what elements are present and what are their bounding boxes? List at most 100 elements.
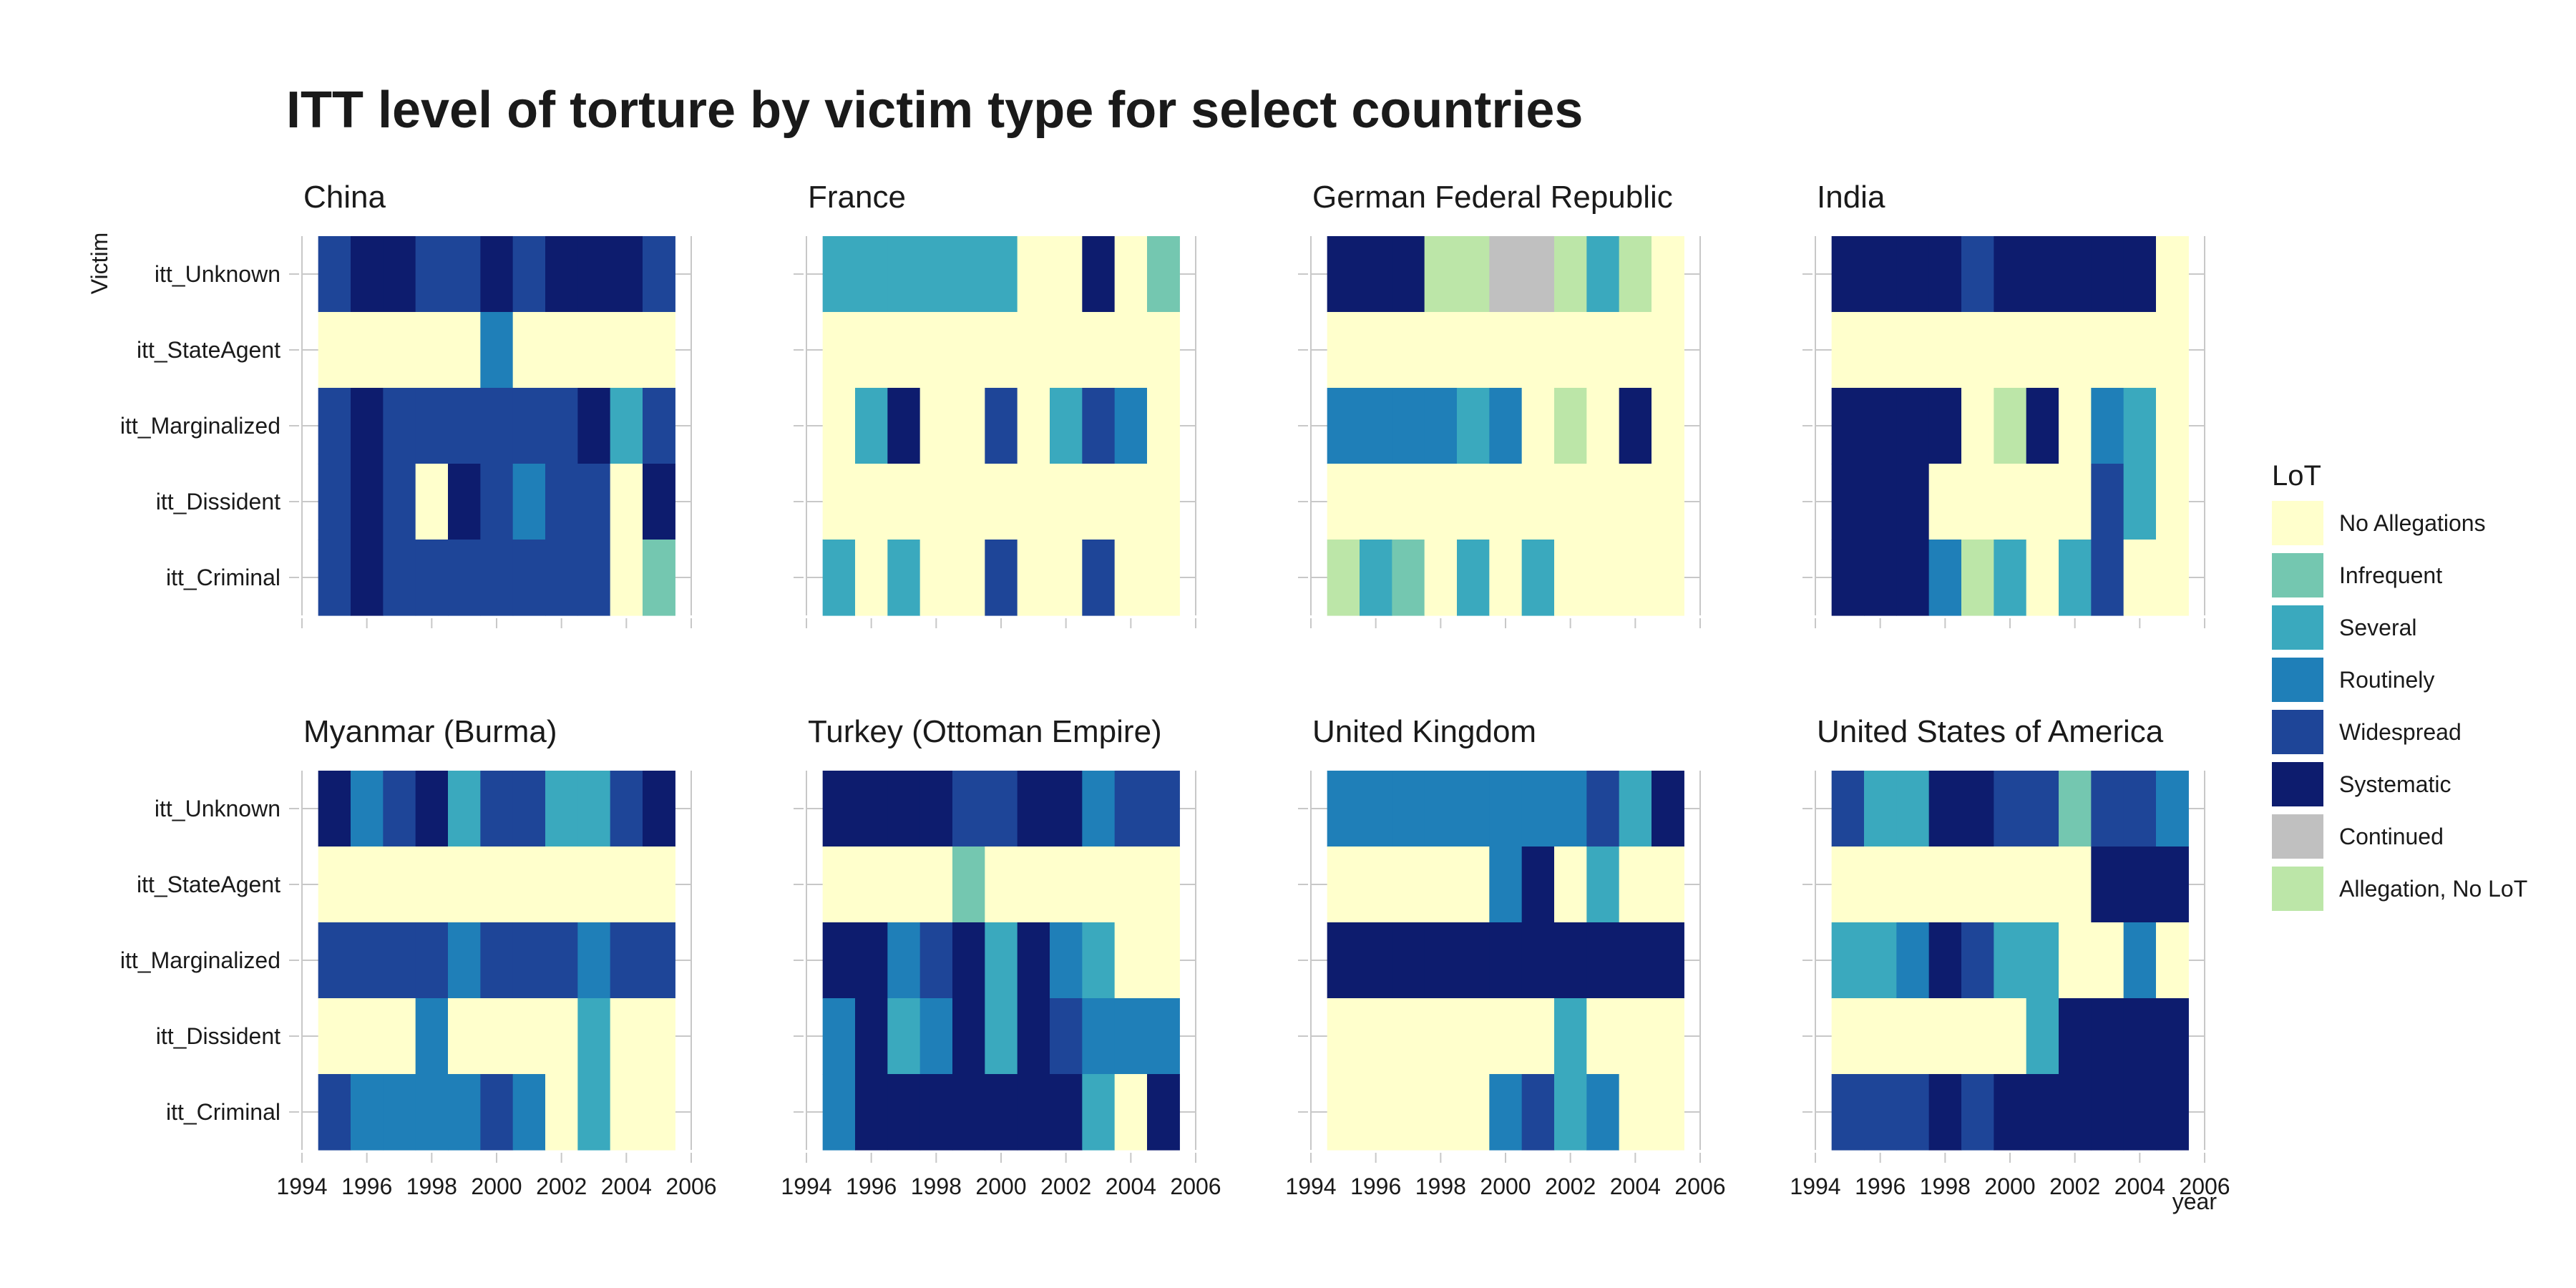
x-tick-label: 2006: [1674, 1174, 1725, 1199]
heatmap-cell: [1082, 1074, 1116, 1151]
heatmap-cell: [577, 771, 611, 847]
heatmap-cell: [1586, 540, 1620, 616]
heatmap-cell: [1864, 998, 1897, 1075]
heatmap-cell: [985, 847, 1018, 923]
heatmap-cell: [448, 998, 481, 1075]
heatmap-cell: [2026, 1074, 2059, 1151]
heatmap-cell: [383, 540, 416, 616]
x-tick-label: 1998: [1415, 1174, 1466, 1199]
heatmap-cell: [1147, 998, 1180, 1075]
heatmap-cell: [952, 312, 985, 389]
heatmap-cell: [480, 312, 514, 389]
heatmap-cell: [2091, 236, 2124, 313]
heatmap-cell: [1392, 236, 1425, 313]
heatmap-cell: [1489, 847, 1523, 923]
row-tick-label: itt_StateAgent: [137, 337, 280, 363]
x-tick-label: 2004: [1106, 1174, 1156, 1199]
heatmap-cell: [2156, 771, 2189, 847]
heatmap-cell: [1994, 312, 2027, 389]
heatmap-cell: [643, 847, 675, 923]
heatmap-cell: [415, 388, 449, 464]
heatmap-cell: [1994, 1074, 2027, 1151]
heatmap-cell: [1050, 1074, 1083, 1151]
heatmap-cell: [1082, 464, 1116, 540]
legend-key-systematic: [2272, 762, 2323, 806]
legend-label: Widespread: [2339, 719, 2462, 745]
heatmap-cell: [822, 847, 856, 923]
legend-label: Several: [2339, 615, 2417, 640]
heatmap-cell: [512, 236, 546, 313]
heatmap-cell: [1586, 388, 1620, 464]
panels: China itt_Unknown itt_StateAgent itt_Margin…: [120, 180, 2230, 1199]
panel-united-kingdom: United Kingdom 1994 1996 1998 2000 2002 2004 20…: [1285, 714, 1725, 1199]
heatmap-cell: [1050, 236, 1083, 313]
heatmap-cell: [985, 771, 1018, 847]
heatmap-cell: [1652, 312, 1684, 389]
heatmap-cell: [887, 312, 921, 389]
heatmap-cell: [1864, 1074, 1897, 1151]
heatmap-cell: [919, 236, 953, 313]
heatmap-cell: [643, 388, 675, 464]
row-tick-label: itt_Criminal: [166, 1099, 280, 1125]
heatmap-cell: [1619, 388, 1652, 464]
heatmap-cell: [1619, 847, 1652, 923]
heatmap-cell: [610, 922, 643, 999]
heatmap-cell: [985, 464, 1018, 540]
heatmap-cell: [610, 388, 643, 464]
heatmap-cell: [1457, 540, 1490, 616]
heatmap-cell: [480, 236, 514, 313]
heatmap-cell: [1392, 388, 1425, 464]
heatmap-cell: [1652, 771, 1684, 847]
heatmap-cell: [1114, 771, 1148, 847]
heatmap-cell: [1961, 312, 1994, 389]
heatmap-cell: [448, 771, 481, 847]
heatmap-cell: [480, 998, 514, 1075]
row-tick-label: itt_Dissident: [156, 1023, 280, 1049]
heatmap-cell: [1961, 540, 1994, 616]
heatmap-cell: [610, 998, 643, 1075]
heatmap-cell: [1994, 388, 2027, 464]
heatmap-cell: [1928, 922, 1962, 999]
heatmap-cell: [318, 847, 351, 923]
heatmap-cell: [1652, 847, 1684, 923]
heatmap-cell: [1114, 1074, 1148, 1151]
heatmap-cell: [887, 922, 921, 999]
heatmap-cell: [545, 464, 578, 540]
heatmap-cell: [822, 998, 856, 1075]
heatmap-cell: [1928, 998, 1962, 1075]
heatmap-cell: [1994, 236, 2027, 313]
heatmap-cell: [1327, 771, 1360, 847]
heatmap-cell: [2123, 998, 2157, 1075]
heatmap-cell: [2059, 1074, 2092, 1151]
heatmap-cell: [1586, 998, 1620, 1075]
heatmap-cell: [1831, 388, 1865, 464]
heatmap-cell: [2123, 540, 2157, 616]
heatmap-cell: [952, 998, 985, 1075]
heatmap-cell: [577, 998, 611, 1075]
heatmap-cell: [415, 540, 449, 616]
heatmap-cell: [1864, 388, 1897, 464]
heatmap-cell: [351, 236, 384, 313]
heatmap-cell: [1017, 922, 1050, 999]
heatmap-cell: [887, 464, 921, 540]
heatmap-cell: [383, 847, 416, 923]
heatmap-cell: [1619, 771, 1652, 847]
heatmap-cell: [1928, 1074, 1962, 1151]
heatmap-cell: [919, 847, 953, 923]
heatmap-cell: [545, 1074, 578, 1151]
heatmap-cell: [2026, 312, 2059, 389]
heatmap-cell: [1586, 922, 1620, 999]
row-tick-label: itt_Marginalized: [120, 413, 280, 439]
heatmap-cell: [1082, 236, 1116, 313]
x-tick-label: 1994: [781, 1174, 831, 1199]
heatmap-cell: [1896, 540, 1930, 616]
heatmap-cell: [1652, 388, 1684, 464]
heatmap-cell: [1327, 236, 1360, 313]
legend-label: Continued: [2339, 824, 2444, 849]
heatmap-cell: [480, 771, 514, 847]
heatmap-cell: [1114, 540, 1148, 616]
heatmap-cell: [1586, 1074, 1620, 1151]
heatmap-cell: [1896, 312, 1930, 389]
heatmap-cell: [351, 771, 384, 847]
heatmap-cell: [1652, 998, 1684, 1075]
